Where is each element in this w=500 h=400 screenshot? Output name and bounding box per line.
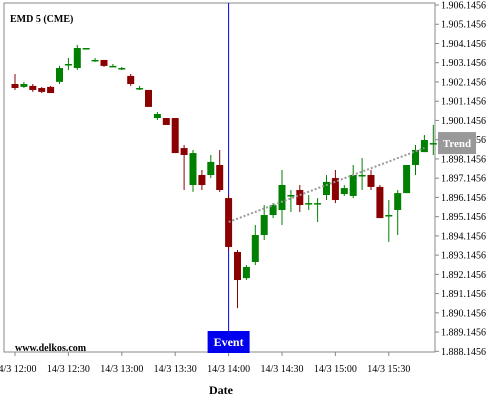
watermark: www.delkos.com [15,343,87,354]
y-tick-label: 1.888.1456 [441,347,486,358]
candle-body [394,193,402,211]
candle-body [207,161,215,175]
candle-body [145,89,152,107]
candle-body [420,139,428,153]
candle-body [216,164,224,191]
candle-body [162,118,170,125]
candle-body [136,88,144,90]
candle-body [225,198,233,247]
candle-body [171,118,179,154]
y-tick-label: 1.897.1456 [441,174,486,185]
chart-title: EMD 5 (CME) [10,14,73,25]
x-axis-title: Date [209,383,234,397]
y-tick-label: 1.894.1456 [441,231,486,242]
y-tick-label: 1.906.1456 [441,1,486,12]
x-tick-label: 14/3 12:30 [47,364,90,375]
candle-body [251,235,259,262]
x-tick-label: 14/3 13:00 [100,364,143,375]
candle-body [278,185,286,211]
candle-body [29,85,37,90]
x-tick-label: 14/3 15:00 [314,364,357,375]
candle-body [296,190,304,206]
candle-body [234,251,241,281]
candle-body [127,75,135,84]
y-tick-label: 1.905.1456 [441,20,486,31]
y-tick-label: 1.902.1456 [441,77,486,88]
candle-body [349,174,357,196]
event-label-box [207,331,250,353]
candle-body [198,174,206,186]
candle-body [242,266,250,279]
candle-body [287,195,295,197]
candle-body [269,205,277,216]
y-tick-label: 1.896.1456 [441,193,486,204]
trend-label-box [438,132,476,155]
candle-body [429,143,437,145]
candle-body [20,83,28,87]
candle-body [82,48,90,50]
candle-body [11,83,19,89]
y-tick-label: 1.893.1456 [441,251,486,262]
candle-body [91,59,99,62]
y-tick-label: 1.901.1456 [441,97,486,108]
y-tick-label: 1.900.1456 [441,116,486,127]
x-tick-label: 14/3 12:00 [0,364,37,375]
y-tick-label: 1.889.1456 [441,328,486,339]
trend-label: Trend [443,138,471,150]
candle-body [38,88,46,92]
x-tick-label: 14/3 15:30 [367,364,410,375]
candle-body [47,86,55,94]
candle-body [305,203,313,205]
candle-body [376,186,384,219]
event-label: Event [214,335,244,349]
candle-body [358,174,366,177]
candle-body [56,68,63,82]
candle-body [412,149,419,165]
x-tick-label: 14/3 13:30 [154,364,197,375]
candle-body [260,215,268,236]
y-tick-label: 1.890.1456 [441,308,486,319]
candle-body [180,148,188,155]
candle-body [314,203,322,205]
candle-body [340,188,348,195]
candle-body [100,59,108,66]
candle-body [385,215,393,217]
candle-body [323,181,330,196]
y-tick-label: 1.891.1456 [441,289,486,300]
candle-body [73,48,81,69]
candle-body [109,65,117,68]
y-tick-label: 1.903.1456 [441,58,486,69]
candle-body [189,153,197,186]
y-tick-label: 1.892.1456 [441,270,486,281]
y-tick-label: 1.904.1456 [441,39,486,50]
candle-body [118,68,126,70]
candle-body [153,114,161,119]
marks [11,3,437,352]
x-tick-label: 14/3 14:00 [207,364,250,375]
y-tick-label: 1.895.1456 [441,212,486,223]
candle-body [64,63,72,66]
candle-body [367,174,375,187]
trend-line [228,147,425,223]
candle-body [331,178,339,201]
candle-body [403,164,411,194]
y-tick-label: 1.898.1456 [441,154,486,165]
x-tick-label: 14/3 14:30 [260,364,303,375]
